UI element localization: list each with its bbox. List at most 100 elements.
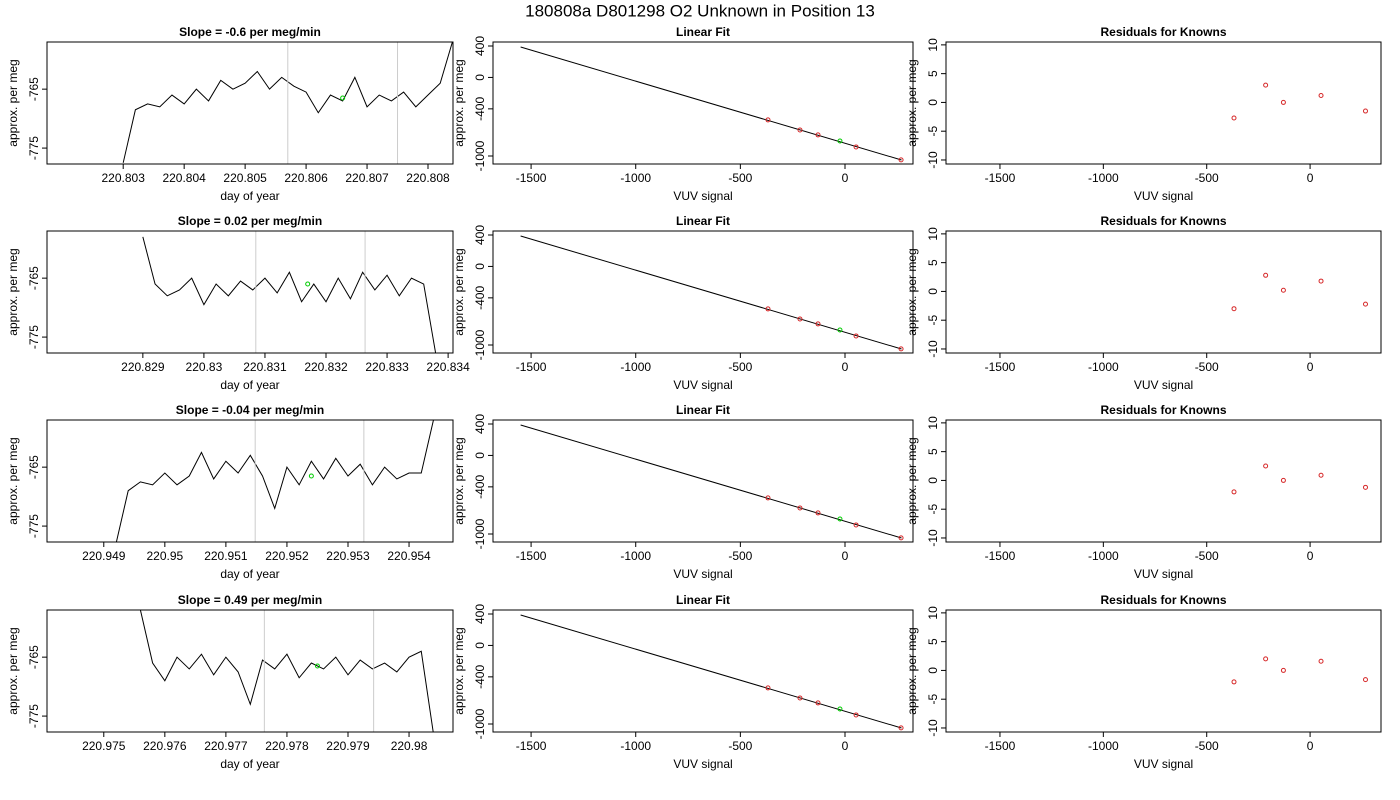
y-tick-label: -10 xyxy=(926,529,940,547)
y-tick-label: 0 xyxy=(926,477,940,484)
y-axis-label: approx. per meg xyxy=(452,627,466,714)
data-point xyxy=(1280,99,1286,105)
y-tick-label: 10 xyxy=(926,606,940,620)
plot-border xyxy=(46,230,454,354)
x-tick-label: 0 xyxy=(842,360,849,374)
x-tick-label: -500 xyxy=(1195,360,1219,374)
y-tick-label: 5 xyxy=(926,259,940,266)
panel-title: Residuals for Knowns xyxy=(1100,25,1226,39)
data-point xyxy=(765,306,771,312)
plot-area xyxy=(520,424,904,541)
data-point xyxy=(765,685,771,691)
plot-border xyxy=(945,230,1382,354)
data-point xyxy=(1231,679,1237,685)
y-tick-label: -775 xyxy=(27,136,41,160)
x-tick-label: 0 xyxy=(842,549,849,563)
x-axis-label: VUV signal xyxy=(673,378,732,392)
y-tick-label: -10 xyxy=(926,719,940,737)
y-tick-label: -400 xyxy=(473,665,487,689)
panel-title: Slope = -0.04 per meg/min xyxy=(176,403,324,417)
data-point xyxy=(1362,484,1368,490)
data-line xyxy=(520,46,902,161)
x-tick-label: 220.977 xyxy=(204,739,248,753)
data-point xyxy=(1231,306,1237,312)
x-tick-label: 220.832 xyxy=(304,360,348,374)
plot-border xyxy=(492,230,914,354)
y-tick-label: -775 xyxy=(27,325,41,349)
y-tick-label: -10 xyxy=(926,151,940,169)
y-tick-label: 5 xyxy=(926,70,940,77)
y-tick-label: -5 xyxy=(926,126,940,137)
x-axis-label: day of year xyxy=(220,378,279,392)
data-point xyxy=(1263,82,1269,88)
x-tick-label: 220.976 xyxy=(143,739,187,753)
y-tick-label: -10 xyxy=(926,340,940,358)
x-axis-label: VUV signal xyxy=(673,189,732,203)
data-point xyxy=(815,510,821,516)
x-tick-label: -1000 xyxy=(620,171,651,185)
x-tick-label: -1000 xyxy=(620,739,651,753)
plot-border xyxy=(492,609,914,733)
plot-area xyxy=(1231,656,1368,685)
data-point xyxy=(1231,489,1237,495)
x-tick-label: -500 xyxy=(1195,739,1219,753)
data-point xyxy=(1318,278,1324,284)
figure-title: 180808a D801298 O2 Unknown in Position 1… xyxy=(525,1,875,20)
x-axis-label: day of year xyxy=(220,757,279,771)
x-tick-label: 220.83 xyxy=(186,360,223,374)
data-point xyxy=(765,117,771,123)
y-tick-label: -765 xyxy=(27,645,41,669)
plot-border xyxy=(46,41,454,165)
data-point xyxy=(815,132,821,138)
y-tick-label: -765 xyxy=(27,266,41,290)
y-tick-label: -5 xyxy=(926,315,940,326)
data-point xyxy=(340,95,346,101)
data-point xyxy=(797,127,803,133)
x-tick-label: 220.831 xyxy=(243,360,287,374)
data-point xyxy=(1318,93,1324,99)
y-tick-label: 400 xyxy=(473,36,487,56)
panel-title: Residuals for Knowns xyxy=(1100,593,1226,607)
data-point xyxy=(1362,108,1368,114)
data-point xyxy=(837,138,843,144)
data-point xyxy=(898,535,904,541)
plot-area xyxy=(520,614,904,731)
x-tick-label: 0 xyxy=(1307,360,1314,374)
panel-title: Linear Fit xyxy=(676,403,730,417)
y-tick-label: -1000 xyxy=(473,329,487,360)
x-tick-label: 220.975 xyxy=(82,739,126,753)
y-axis-label: approx. per meg xyxy=(905,627,919,714)
y-tick-label: -400 xyxy=(473,475,487,499)
y-tick-label: -775 xyxy=(27,514,41,538)
y-tick-label: -5 xyxy=(926,504,940,515)
data-line xyxy=(139,610,434,732)
x-tick-label: -1000 xyxy=(620,360,651,374)
data-point xyxy=(853,144,859,150)
data-point xyxy=(1263,272,1269,278)
x-tick-label: 220.953 xyxy=(326,549,370,563)
x-axis-label: VUV signal xyxy=(1134,189,1193,203)
y-axis-label: approx. per meg xyxy=(6,59,20,146)
panel-title: Residuals for Knowns xyxy=(1100,403,1226,417)
data-point xyxy=(1280,477,1286,483)
data-point xyxy=(815,700,821,706)
x-tick-label: 220.98 xyxy=(391,739,428,753)
x-axis-label: VUV signal xyxy=(673,757,732,771)
y-tick-label: 0 xyxy=(473,642,487,649)
data-point xyxy=(1263,656,1269,662)
y-axis-label: approx. per meg xyxy=(6,437,20,524)
plot-area xyxy=(1231,463,1368,495)
x-axis-label: VUV signal xyxy=(673,567,732,581)
data-point xyxy=(837,327,843,333)
data-line xyxy=(115,420,434,542)
plot-border xyxy=(945,609,1382,733)
plot-border xyxy=(492,41,914,165)
x-axis-label: day of year xyxy=(220,567,279,581)
x-tick-label: 220.804 xyxy=(162,171,206,185)
plot-area xyxy=(115,420,434,542)
x-tick-label: -1500 xyxy=(516,360,547,374)
plot-area xyxy=(139,610,434,732)
x-axis-label: VUV signal xyxy=(1134,567,1193,581)
y-tick-label: -400 xyxy=(473,97,487,121)
y-tick-label: 0 xyxy=(473,452,487,459)
